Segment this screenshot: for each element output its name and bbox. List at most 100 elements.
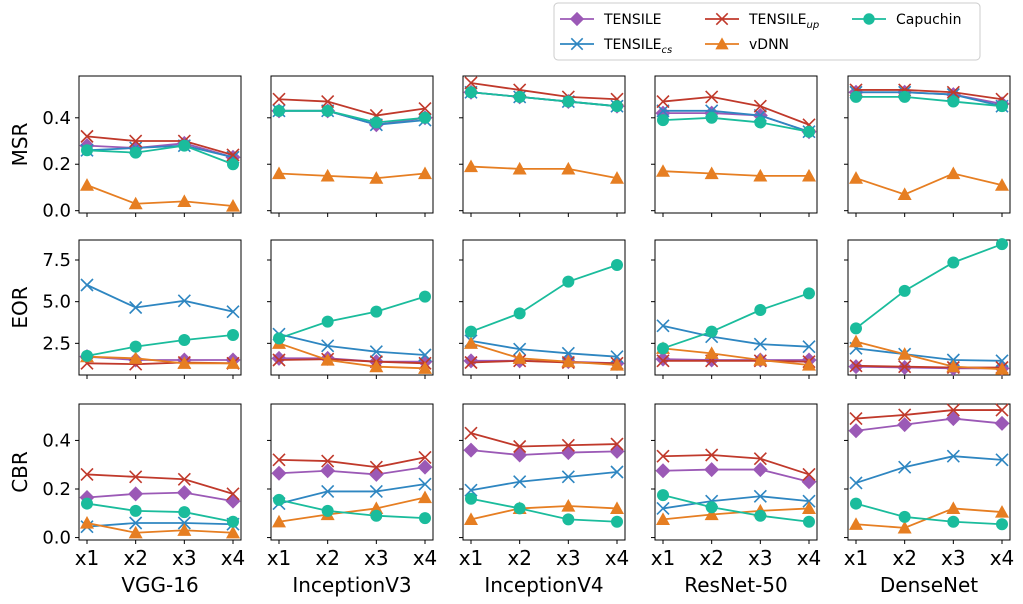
- data-point-capuchin: [370, 305, 383, 318]
- data-point-capuchin: [227, 515, 239, 528]
- data-point-capuchin: [850, 90, 862, 103]
- x-tick-label: x1: [459, 546, 484, 570]
- series-tensile_cs: [80, 516, 240, 534]
- data-point-tensile_cs: [656, 319, 670, 333]
- legend-entry-capuchin: Capuchin: [852, 12, 961, 28]
- data-point-vdnn: [849, 334, 863, 348]
- series-line-tensile_up: [662, 454, 810, 476]
- series-line-vdnn: [470, 342, 618, 366]
- series-line-capuchin: [855, 502, 1003, 526]
- model-label: InceptionV4: [484, 573, 603, 597]
- data-point-vdnn: [802, 358, 816, 371]
- data-point-tensile_up: [226, 148, 240, 162]
- data-point-capuchin: [754, 116, 767, 129]
- data-point-tensile_cs: [513, 342, 527, 356]
- data-point-capuchin: [562, 275, 575, 288]
- legend-marker-tensile_up: [715, 12, 729, 26]
- series-line-tensile_up: [662, 95, 810, 126]
- data-point-tensile_up: [849, 412, 863, 426]
- data-point-capuchin: [321, 315, 334, 328]
- series-tensile_up: [849, 403, 1009, 426]
- x-tick-label: x4: [605, 546, 630, 570]
- data-point-vdnn: [897, 187, 912, 201]
- axes-frame: [462, 403, 626, 541]
- data-point-tensile_cs: [321, 339, 335, 353]
- axes-frame: [847, 75, 1011, 214]
- data-point-tensile_cs: [561, 470, 575, 484]
- data-point-tensile_up: [177, 472, 191, 486]
- axes-frame: [270, 239, 434, 376]
- data-point-capuchin: [419, 111, 431, 124]
- data-point-capuchin: [996, 100, 1008, 113]
- series-tensile_up: [464, 76, 624, 106]
- axes-frame: [654, 239, 818, 376]
- data-point-capuchin: [898, 90, 911, 103]
- series-capuchin: [81, 139, 239, 171]
- x-tick-label: x4: [413, 546, 438, 570]
- series-vdnn: [849, 501, 1009, 534]
- series-line-vdnn: [86, 355, 233, 365]
- data-point-tensile: [704, 462, 720, 478]
- data-point-tensile_up: [80, 129, 94, 143]
- legend-entry-vdnn: vDNN: [705, 37, 789, 53]
- axes-frame: [78, 403, 242, 541]
- series-vdnn: [464, 336, 624, 371]
- series-line-vdnn: [662, 347, 810, 366]
- series-line-capuchin: [662, 494, 810, 523]
- series-line-tensile_up: [86, 135, 234, 156]
- legend-entry-tensile_up: TENSILEup: [705, 12, 819, 31]
- data-point-vdnn: [272, 166, 286, 180]
- data-point-vdnn: [753, 168, 768, 182]
- y-tick-label: 0.0: [42, 201, 71, 222]
- data-point-tensile_cs: [321, 484, 335, 498]
- data-point-tensile_cs: [177, 516, 191, 530]
- x-tick-label: x4: [797, 546, 822, 570]
- data-point-tensile_up: [995, 403, 1009, 417]
- metric-label: CBR: [8, 451, 32, 493]
- series-line-capuchin: [279, 109, 426, 124]
- data-point-tensile_cs: [80, 278, 94, 292]
- panel-msr-5: [844, 75, 1011, 217]
- series-line-vdnn: [662, 170, 809, 177]
- series-vdnn: [656, 501, 816, 525]
- x-tick-label: x2: [699, 546, 724, 570]
- series-vdnn: [272, 490, 432, 528]
- data-point-tensile_up: [946, 403, 960, 417]
- x-tick-label: x1: [651, 546, 676, 570]
- data-point-capuchin: [419, 290, 431, 303]
- series-tensile_cs: [464, 465, 624, 497]
- legend-entry-tensile: TENSILE: [560, 11, 662, 28]
- series-tensile_cs: [849, 449, 1009, 490]
- data-point-tensile_up: [321, 94, 335, 109]
- data-point-tensile_cs: [464, 483, 478, 497]
- series-line-capuchin: [278, 499, 426, 520]
- data-point-tensile_cs: [129, 516, 143, 530]
- series-line-tensile: [662, 358, 809, 361]
- series-line-capuchin: [855, 243, 1003, 330]
- data-point-tensile_up: [610, 437, 624, 451]
- data-point-tensile: [225, 493, 241, 509]
- series-line-capuchin: [662, 116, 810, 133]
- panel-eor-2: [267, 239, 434, 379]
- series-line-vdnn: [86, 184, 234, 207]
- data-point-capuchin: [227, 158, 239, 171]
- data-point-tensile: [897, 417, 913, 433]
- data-point-vdnn: [177, 356, 192, 369]
- series-line-capuchin: [856, 95, 1003, 108]
- data-point-vdnn: [369, 171, 384, 184]
- data-point-capuchin: [465, 86, 477, 99]
- y-tick-label: 0.4: [42, 108, 71, 129]
- series-line-tensile: [86, 491, 234, 503]
- data-point-tensile: [994, 415, 1010, 431]
- series-line-tensile_up: [278, 358, 426, 365]
- series-line-vdnn: [855, 172, 1003, 196]
- data-point-vdnn: [464, 159, 478, 173]
- series-tensile_cs: [656, 489, 816, 515]
- series-line-tensile: [470, 449, 618, 456]
- series-line-vdnn: [855, 340, 1003, 371]
- series-line-tensile_cs: [86, 284, 234, 313]
- data-point-vdnn: [610, 171, 624, 184]
- data-point-capuchin: [947, 256, 960, 269]
- legend-label: TENSILEup: [748, 12, 819, 31]
- data-point-capuchin: [321, 504, 334, 517]
